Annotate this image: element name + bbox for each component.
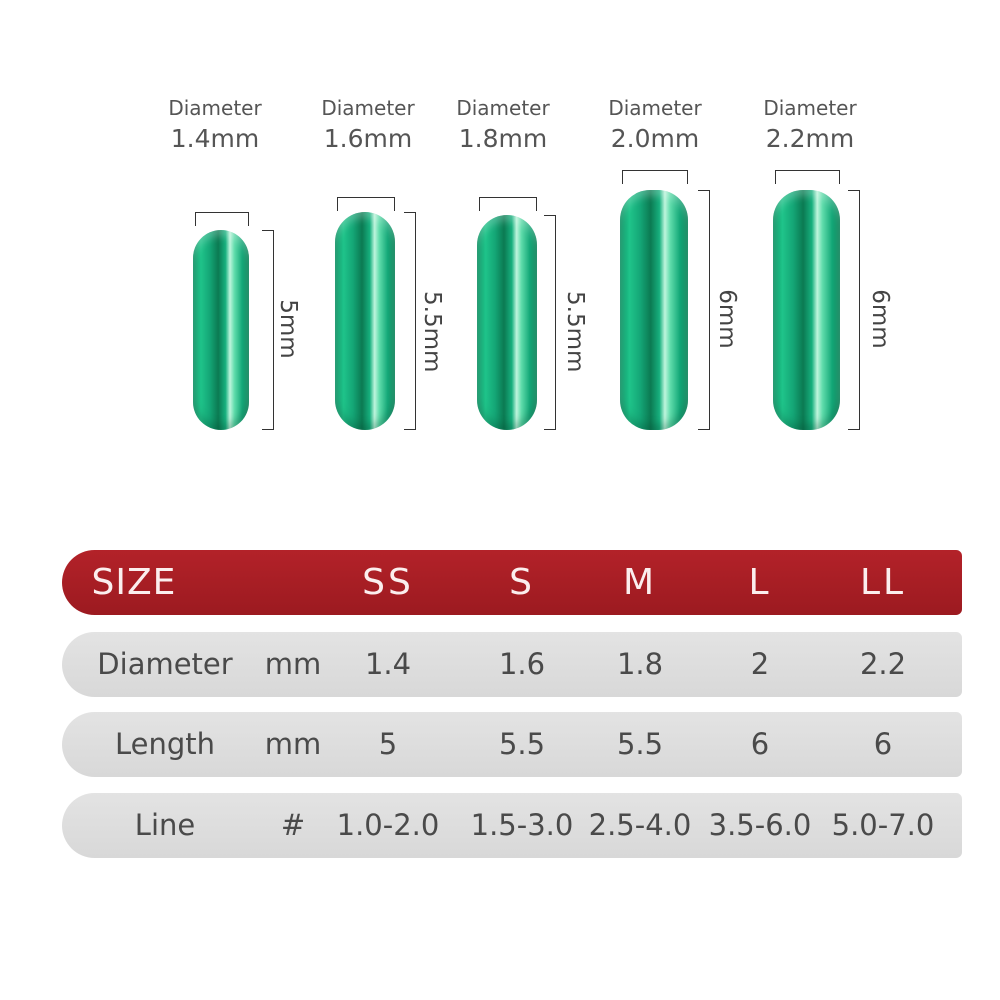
table-cell: 1.4 — [364, 647, 412, 681]
table-cell: L — [748, 562, 772, 603]
row-label: Line — [134, 808, 196, 842]
diameter-value: 1.6mm — [323, 124, 413, 153]
diameter-title: Diameter — [763, 96, 857, 120]
table-cell: 1.6 — [498, 647, 546, 681]
length-value: 5.5mm — [562, 291, 588, 373]
length-bracket — [544, 215, 556, 430]
diameter-bracket — [622, 170, 688, 184]
diameter-value: 1.4mm — [170, 124, 260, 153]
diameter-label: Diameter 1.6mm — [298, 96, 438, 154]
diameter-bracket — [479, 197, 537, 211]
table-cell: 5 — [378, 727, 398, 761]
table-header: SIZE SS S M L LL — [62, 550, 962, 615]
length-bracket — [262, 230, 274, 430]
diameter-title: Diameter — [608, 96, 702, 120]
diameter-title: Diameter — [456, 96, 550, 120]
table-cell: 6 — [750, 727, 770, 761]
table-row: Diameter mm 1.4 1.6 1.8 2 2.2 — [62, 632, 962, 697]
table-cell: 1.8 — [616, 647, 664, 681]
diameter-value: 1.8mm — [458, 124, 548, 153]
diameter-bracket — [775, 170, 840, 184]
table-cell: 2.5-4.0 — [588, 808, 692, 842]
bead — [193, 230, 249, 430]
diameter-title: Diameter — [168, 96, 262, 120]
table-cell: 1.5-3.0 — [470, 808, 574, 842]
diameter-value: 2.2mm — [765, 124, 855, 153]
row-label: SIZE — [91, 562, 177, 603]
table-cell: 2 — [750, 647, 770, 681]
length-bracket — [848, 190, 860, 430]
table-cell: 6 — [873, 727, 893, 761]
diameter-value: 2.0mm — [610, 124, 700, 153]
row-unit: # — [280, 808, 306, 842]
length-bracket — [404, 212, 416, 430]
table-cell: 3.5-6.0 — [708, 808, 812, 842]
table-row: Line #1.0-2.0 1.5-3.0 2.5-4.0 3.5-6.0 5.0-7.0 — [62, 793, 962, 858]
length-value: 6mm — [714, 289, 740, 349]
table-cell: S — [509, 562, 535, 603]
table-cell: LL — [859, 562, 907, 603]
diameter-label: Diameter 1.4mm — [145, 96, 285, 154]
table-cell: 2.2 — [859, 647, 907, 681]
bead — [620, 190, 688, 430]
table-cell: M — [622, 562, 658, 603]
table-cell: 5.5 — [498, 727, 546, 761]
table-cell: 5.0-7.0 — [831, 808, 935, 842]
row-label: Diameter — [97, 647, 233, 681]
diameter-bracket — [195, 212, 249, 226]
diameter-label: Diameter 1.8mm — [433, 96, 573, 154]
bead — [773, 190, 840, 430]
table-row: Length mm 5 5.5 5.5 6 6 — [62, 712, 962, 777]
length-value: 5mm — [275, 299, 301, 359]
row-unit: mm — [264, 727, 322, 761]
table-cell: 1.0-2.0 — [336, 808, 440, 842]
diameter-label: Diameter 2.2mm — [740, 96, 880, 154]
bead — [477, 215, 537, 430]
length-value: 6mm — [867, 289, 893, 349]
length-value: 5.5mm — [419, 291, 445, 373]
diameter-bracket — [337, 197, 395, 211]
row-label: Length — [114, 727, 216, 761]
length-bracket — [698, 190, 710, 430]
table-cell: 5.5 — [616, 727, 664, 761]
diameter-title: Diameter — [321, 96, 415, 120]
row-unit: mm — [264, 647, 322, 681]
table-cell: SS — [362, 562, 414, 603]
bead — [335, 212, 395, 430]
diameter-label: Diameter 2.0mm — [585, 96, 725, 154]
